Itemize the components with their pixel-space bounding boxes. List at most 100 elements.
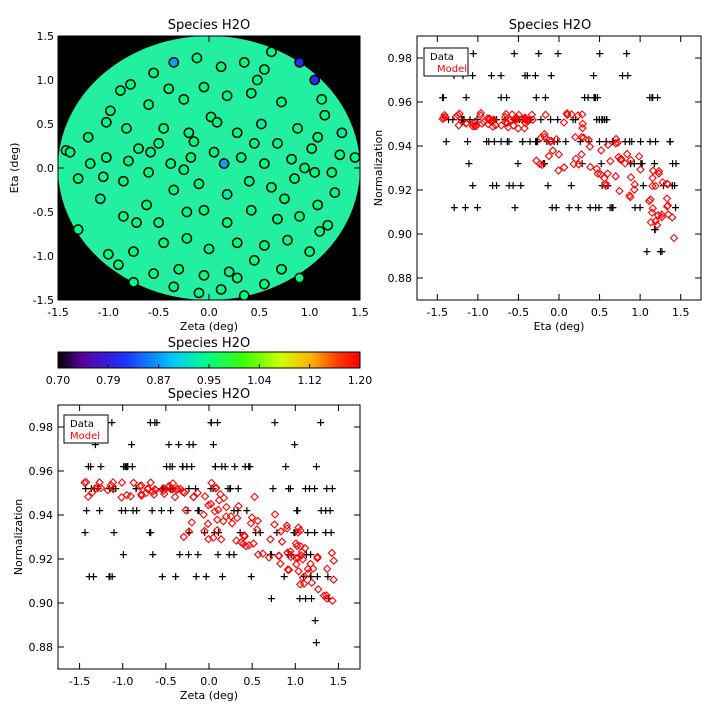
model-point: [577, 150, 586, 159]
map-point: [215, 61, 227, 73]
map-point: [133, 143, 144, 154]
map-x-ticks: -1.5 -1.0 -0.5 0.0 0.5 1.0 1.5: [47, 36, 369, 319]
map-point: [245, 87, 257, 99]
data-point: [83, 507, 91, 515]
model-point: [571, 154, 581, 164]
data-point: [537, 116, 545, 124]
model-point: [83, 492, 93, 502]
model-point: [535, 159, 545, 169]
model-point: [611, 172, 621, 181]
model-point: [291, 553, 301, 563]
model-point: [313, 553, 322, 563]
map-y-tick-label: 1.0: [37, 74, 55, 87]
data-point: [157, 507, 165, 515]
data-point: [327, 529, 335, 537]
y-tick-label: 0.96: [29, 465, 54, 478]
model-point: [625, 191, 634, 200]
data-point: [128, 441, 136, 449]
model-point: [212, 515, 222, 525]
map-point: [145, 146, 156, 158]
model-point: [292, 541, 302, 551]
model-point: [596, 146, 606, 155]
map-point: [294, 272, 305, 284]
model-point: [611, 134, 621, 144]
data-point: [511, 204, 519, 212]
data-point: [302, 595, 310, 603]
map-point: [294, 211, 305, 222]
data-point: [572, 116, 580, 124]
map-x-tick-label: 0.5: [251, 306, 269, 319]
map-point: [235, 152, 247, 163]
data-point: [628, 138, 636, 146]
data-point: [307, 551, 315, 559]
model-point: [199, 510, 208, 519]
data-point: [521, 72, 529, 80]
map-point: [163, 83, 175, 95]
data-point: [294, 507, 302, 515]
map-point: [141, 199, 152, 211]
map-point: [289, 173, 300, 184]
model-point: [520, 123, 529, 133]
model-point: [327, 548, 337, 558]
model-point: [322, 591, 331, 600]
model-point: [209, 533, 218, 542]
model-point: [184, 527, 194, 536]
model-point: [603, 140, 613, 150]
model-point: [651, 181, 660, 191]
data-point: [304, 529, 312, 537]
model-point: [485, 114, 494, 123]
map-point: [243, 175, 255, 187]
map-point: [185, 152, 197, 163]
model-point: [238, 539, 248, 549]
model-point: [129, 478, 138, 488]
map-point: [272, 213, 283, 225]
model-point: [232, 536, 241, 545]
map-point: [282, 234, 293, 246]
data-point: [175, 441, 183, 449]
model-point: [630, 180, 640, 189]
model-point: [440, 110, 449, 120]
eta-xlabel: Eta (deg): [534, 320, 585, 333]
map-point: [193, 287, 205, 299]
model-point: [88, 488, 97, 497]
model-point: [313, 552, 322, 562]
model-point: [308, 564, 318, 573]
model-point: [329, 556, 339, 566]
map-point: [131, 217, 142, 228]
map-point: [191, 52, 203, 64]
map-point: [266, 182, 277, 193]
data-point: [548, 204, 556, 212]
data-point: [221, 463, 229, 471]
x-tick-label: 0.5: [243, 675, 261, 688]
map-x-tick-label: -1.5: [47, 306, 68, 319]
model-point: [204, 500, 213, 510]
model-point: [577, 132, 586, 142]
map-xlabel: Zeta (deg): [180, 320, 238, 333]
model-point: [270, 520, 279, 529]
map-y-tick-label: 1.5: [37, 30, 55, 43]
model-point: [462, 118, 471, 128]
data-point: [209, 441, 217, 449]
zeta-legend-data: Data: [70, 419, 94, 430]
model-point: [108, 478, 118, 487]
model-point: [240, 532, 249, 541]
eta-y-ticks: 0.88 0.90 0.92 0.94 0.96 0.98: [388, 52, 701, 285]
model-point: [606, 156, 615, 166]
data-point: [567, 182, 575, 190]
model-point: [117, 478, 127, 487]
map-point: [306, 143, 318, 154]
colorbar-tick-label: 0.79: [96, 374, 121, 387]
data-point: [442, 138, 450, 146]
map-point: [84, 158, 96, 169]
colorbar-tick-label: 0.87: [146, 374, 171, 387]
model-point: [216, 535, 226, 544]
y-tick-label: 0.94: [388, 140, 413, 153]
model-point: [200, 492, 210, 501]
model-point: [222, 502, 231, 512]
model-point: [578, 119, 587, 129]
data-point: [639, 182, 647, 190]
map-point: [125, 79, 136, 90]
data-point: [638, 160, 646, 168]
data-point: [207, 419, 215, 427]
map-point: [276, 263, 287, 275]
